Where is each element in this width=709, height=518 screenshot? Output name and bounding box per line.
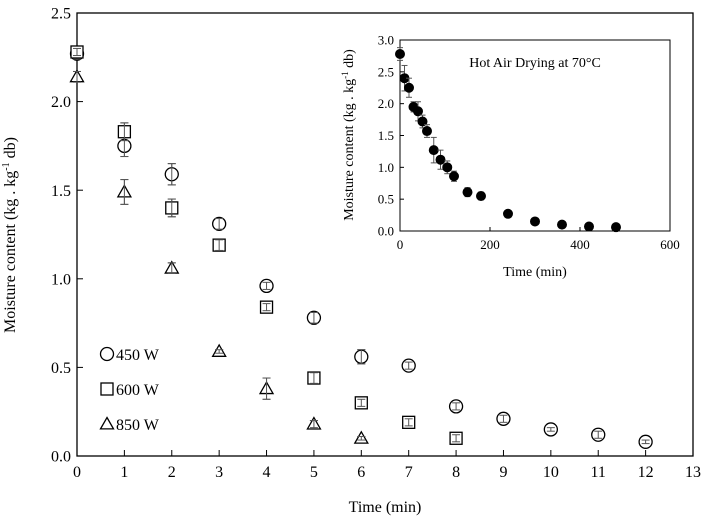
main-series-1 bbox=[70, 45, 463, 445]
inset-plot-frame bbox=[399, 39, 671, 232]
main-y-tick-label: 2.0 bbox=[51, 94, 71, 111]
main-series-2 bbox=[69, 68, 369, 444]
inset-data-point bbox=[413, 106, 423, 117]
main-error-bar-front bbox=[167, 163, 176, 186]
main-error-bar-front bbox=[357, 398, 366, 407]
inset-data-point bbox=[584, 221, 594, 232]
inset-data-point bbox=[422, 126, 432, 137]
inset-data-point bbox=[395, 49, 405, 60]
inset-y-tick-label: 1.0 bbox=[378, 160, 394, 175]
main-x-axis-title: Time (min) bbox=[349, 499, 422, 516]
legend-marker bbox=[100, 382, 114, 396]
legend-label: 450 W bbox=[116, 347, 160, 364]
main-x-tick-label: 2 bbox=[168, 464, 176, 481]
main-plot-frame bbox=[76, 12, 694, 457]
inset-data-point bbox=[435, 154, 446, 165]
main-error-bar-front bbox=[452, 402, 461, 411]
inset-data-point bbox=[442, 162, 453, 173]
main-error-bar-front bbox=[309, 372, 318, 384]
inset-data-point bbox=[462, 187, 473, 198]
inset-y-tick-label: 1.5 bbox=[378, 128, 394, 143]
main-x-tick-label: 12 bbox=[638, 464, 654, 481]
inset-x-tick-label: 600 bbox=[660, 237, 680, 252]
main-error-bar-front bbox=[262, 281, 271, 290]
main-x-tick-label: 8 bbox=[452, 464, 460, 481]
inset-data-point bbox=[428, 145, 439, 156]
main-error-bar-front bbox=[73, 47, 81, 57]
main-x-tick-label: 9 bbox=[499, 464, 507, 481]
inset-data-point bbox=[611, 222, 621, 233]
main-x-tick-label: 7 bbox=[405, 464, 413, 481]
main-error-bar-front bbox=[404, 361, 413, 370]
inset-y-tick-label: 3.0 bbox=[378, 33, 394, 48]
inset-y-tick-label: 2.5 bbox=[378, 64, 394, 79]
main-error-bar-front bbox=[215, 218, 224, 230]
main-x-tick-label: 0 bbox=[73, 464, 81, 481]
inset-data-point bbox=[417, 116, 428, 127]
inset-x-tick-label: 400 bbox=[570, 237, 590, 252]
main-x-tick-label: 6 bbox=[357, 464, 365, 481]
inset-data-point bbox=[557, 219, 567, 230]
main-error-bar-front bbox=[546, 427, 555, 432]
main-error-bar-front bbox=[167, 198, 176, 218]
main-x-tick-label: 5 bbox=[310, 464, 318, 481]
main-x-tick-label: 4 bbox=[263, 464, 271, 481]
main-y-tick-label: 0.0 bbox=[51, 449, 71, 466]
inset-data-point bbox=[476, 190, 486, 201]
inset-y-tick-label: 2.0 bbox=[378, 96, 394, 111]
inset-data-point bbox=[404, 82, 414, 93]
inset-data-point bbox=[530, 216, 540, 227]
main-error-bar-front bbox=[120, 122, 129, 142]
inset-title: Hot Air Drying at 70°C bbox=[469, 56, 601, 71]
main-error-bar-front bbox=[120, 179, 129, 205]
main-error-bar-front bbox=[309, 311, 318, 324]
inset-series-0 bbox=[395, 47, 621, 233]
main-y-tick-label: 2.5 bbox=[51, 6, 71, 23]
main-x-tick-label: 1 bbox=[120, 464, 128, 481]
main-y-tick-label: 0.5 bbox=[51, 360, 71, 377]
main-error-bar-front bbox=[357, 436, 366, 441]
inset-data-point bbox=[449, 171, 459, 182]
main-error-bar-front bbox=[167, 262, 176, 274]
legend-marker bbox=[99, 346, 115, 362]
main-y-axis-title: Moisture content (kg . kg-1 db) bbox=[1, 137, 19, 333]
inset-y-tick-label: 0.0 bbox=[378, 224, 394, 239]
legend-marker bbox=[99, 416, 115, 430]
legend: 450 W 600 W 850 W bbox=[99, 346, 160, 434]
main-error-bar-front bbox=[262, 377, 271, 400]
main-error-bar-front bbox=[499, 414, 508, 423]
main-x-tick-label: 3 bbox=[215, 464, 223, 481]
main-error-bar-front bbox=[641, 439, 650, 445]
main-y-tick-label: 1.5 bbox=[51, 183, 71, 200]
inset-data-point bbox=[503, 208, 513, 219]
main-x-tick-label: 10 bbox=[543, 464, 559, 481]
main-x-tick-label: 11 bbox=[591, 464, 606, 481]
main-error-bar-front bbox=[404, 418, 413, 427]
main-error-bar-front bbox=[73, 70, 81, 83]
main-error-bar-front bbox=[262, 303, 271, 312]
main-error-bar-front bbox=[357, 349, 366, 365]
main-error-bar-front bbox=[594, 430, 603, 439]
legend-item: 450 W bbox=[99, 346, 160, 364]
legend-label: 600 W bbox=[116, 382, 160, 399]
main-x-tick-label: 13 bbox=[685, 464, 701, 481]
main-error-bar-front bbox=[215, 239, 224, 251]
main-series-0 bbox=[69, 46, 653, 449]
main-error-bar-front bbox=[215, 349, 224, 354]
inset-x-tick-label: 0 bbox=[397, 237, 404, 252]
inset-y-axis-title: Moisture content (kg . kg-1 db) bbox=[340, 49, 357, 221]
legend-label: 850 W bbox=[116, 417, 160, 434]
main-error-bar-front bbox=[452, 434, 461, 443]
legend-item: 850 W bbox=[99, 416, 160, 434]
inset-x-axis-title: Time (min) bbox=[503, 265, 567, 280]
inset-y-tick-label: 0.5 bbox=[378, 192, 394, 207]
inset-x-tick-label: 200 bbox=[480, 237, 500, 252]
legend-item: 600 W bbox=[100, 382, 160, 399]
main-error-bar-front bbox=[309, 420, 318, 429]
main-y-tick-label: 1.0 bbox=[51, 271, 71, 288]
